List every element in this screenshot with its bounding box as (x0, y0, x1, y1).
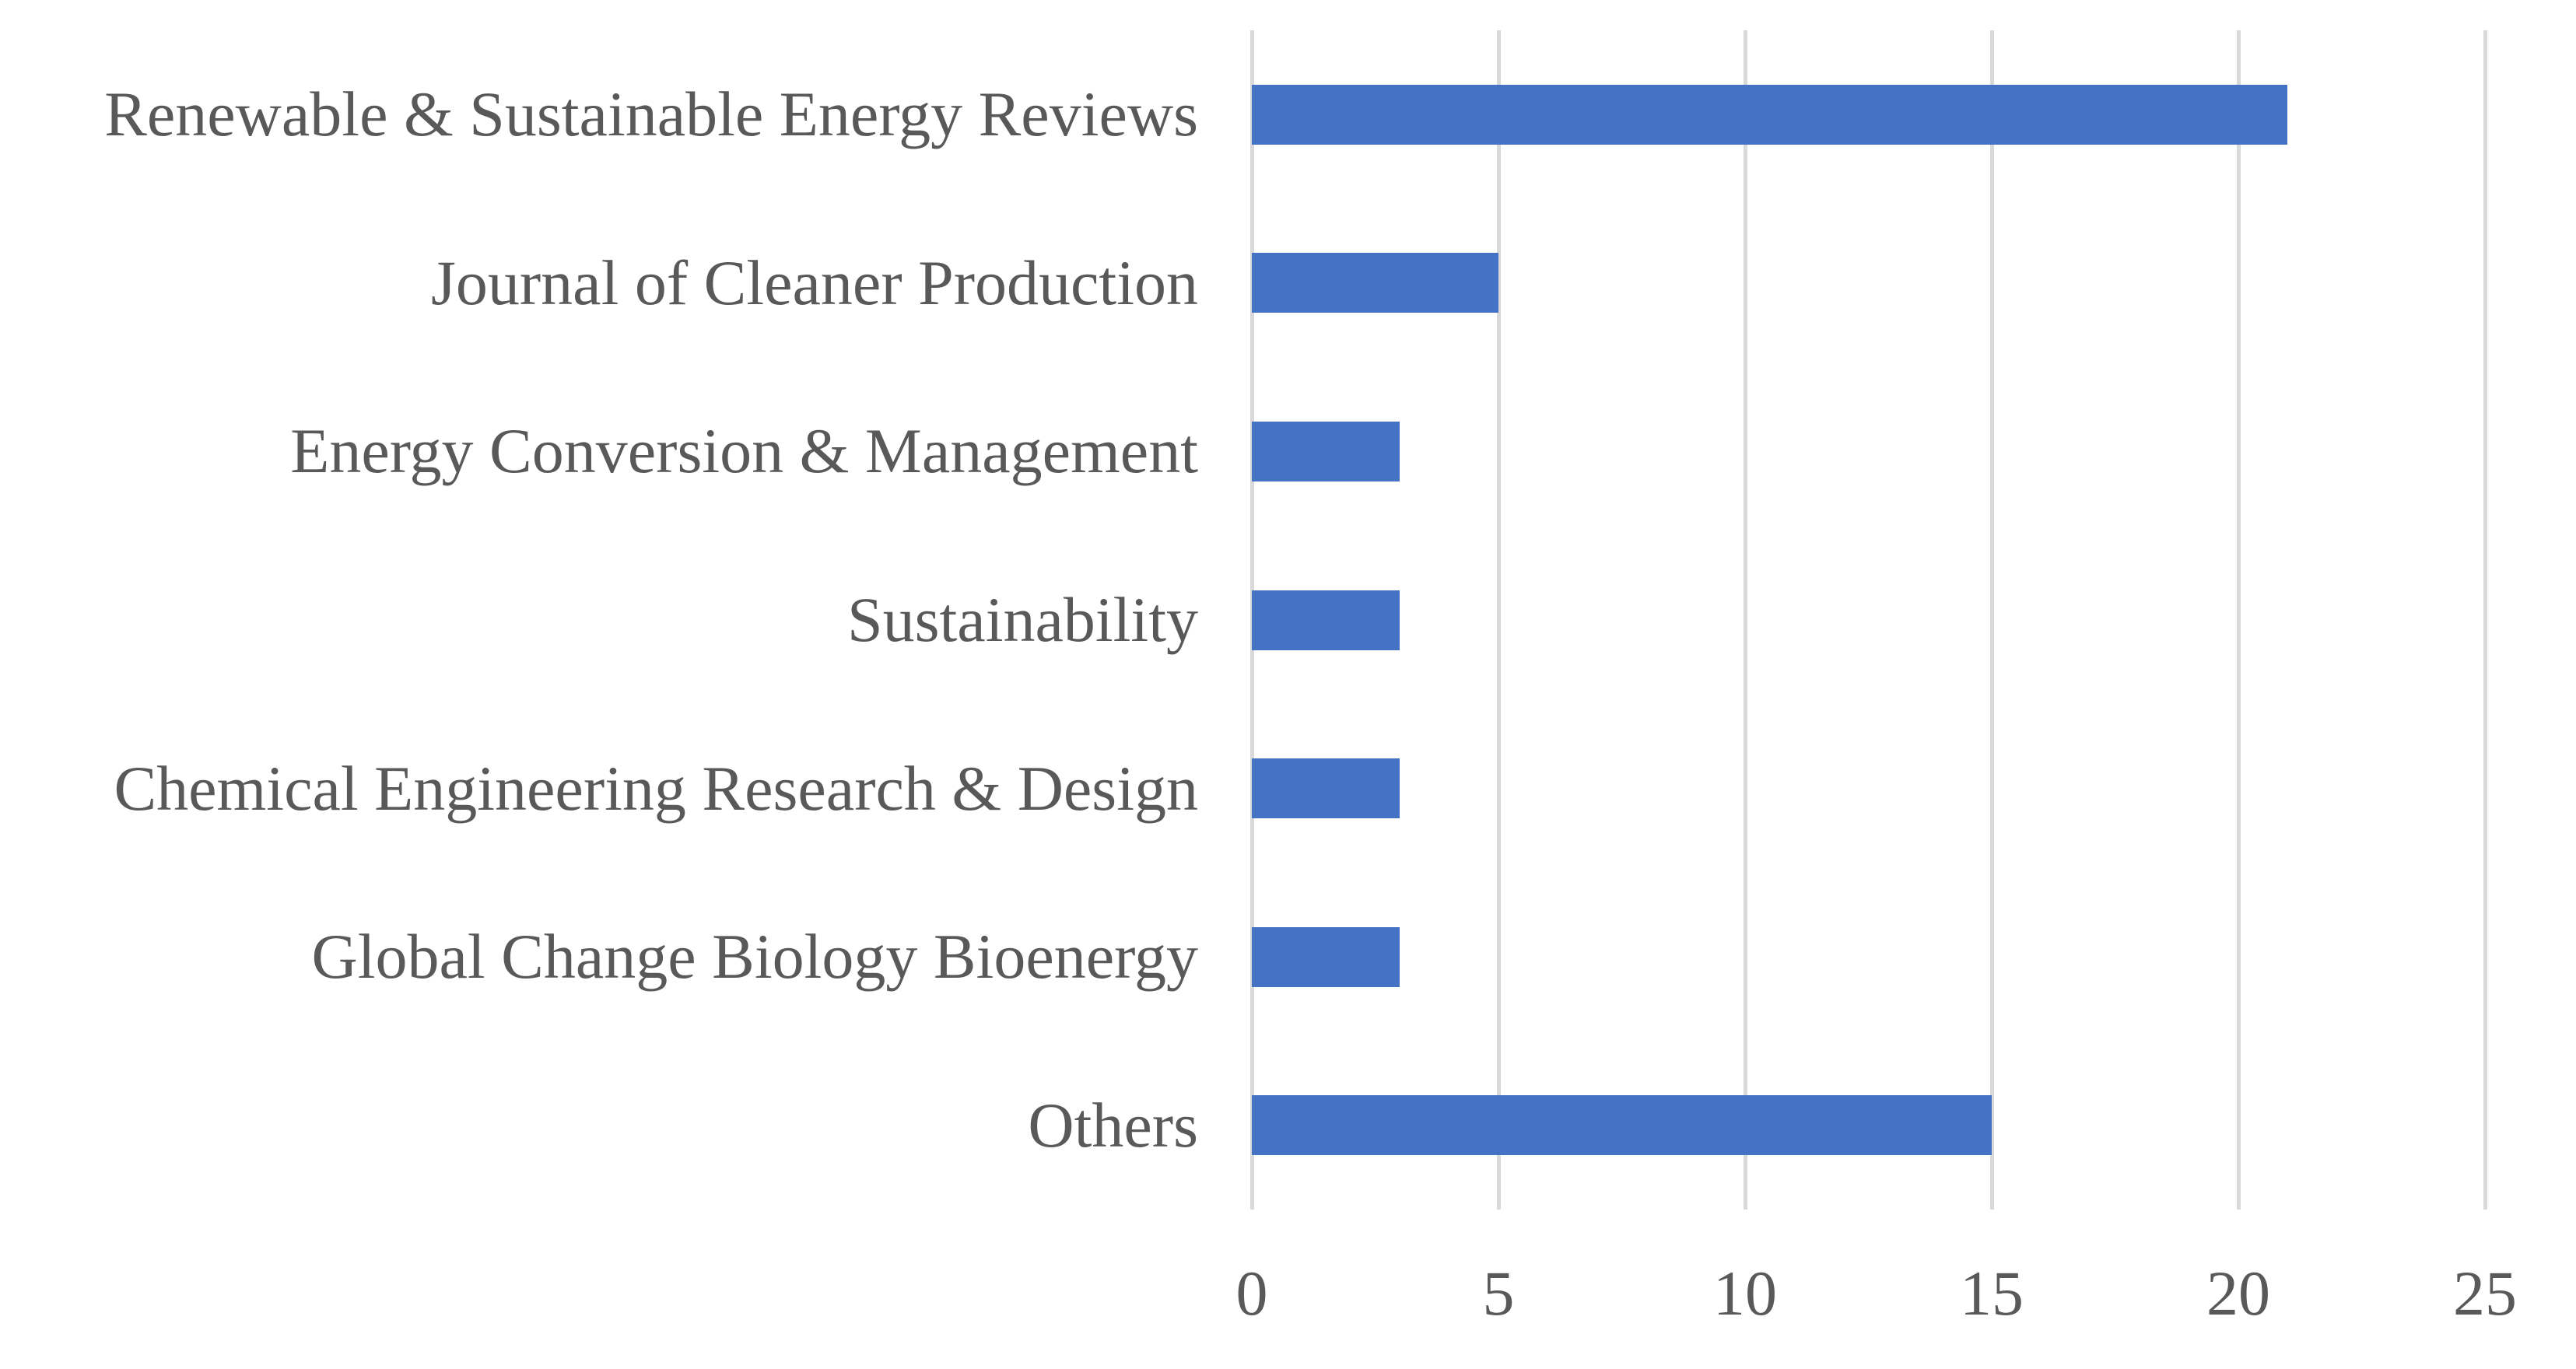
gridline (1743, 30, 1747, 1210)
x-tick-label: 5 (1482, 1258, 1515, 1329)
bar (1252, 1095, 1992, 1156)
category-label: Journal of Cleaner Production (430, 247, 1198, 318)
category-label: Sustainability (847, 584, 1198, 655)
category-label: Others (1028, 1089, 1198, 1161)
gridline (2236, 30, 2241, 1210)
bar (1252, 253, 1498, 313)
bar (1252, 84, 2288, 145)
category-label: Energy Conversion & Management (290, 415, 1198, 487)
category-label: Chemical Engineering Research & Design (114, 752, 1198, 824)
x-tick-label: 25 (2453, 1258, 2517, 1329)
category-label: Global Change Biology Bioenergy (311, 921, 1198, 993)
gridline (1496, 30, 1501, 1210)
x-tick-label: 15 (1960, 1258, 2024, 1329)
x-tick-label: 10 (1713, 1258, 1777, 1329)
bar (1252, 926, 1400, 987)
bar (1252, 421, 1400, 481)
x-tick-label: 0 (1235, 1258, 1268, 1329)
x-tick-label: 20 (2206, 1258, 2270, 1329)
bar (1252, 590, 1400, 650)
gridline (1989, 30, 1994, 1210)
bar (1252, 758, 1400, 819)
category-label: Renewable & Sustainable Energy Reviews (104, 79, 1198, 150)
gridline (2483, 30, 2487, 1210)
